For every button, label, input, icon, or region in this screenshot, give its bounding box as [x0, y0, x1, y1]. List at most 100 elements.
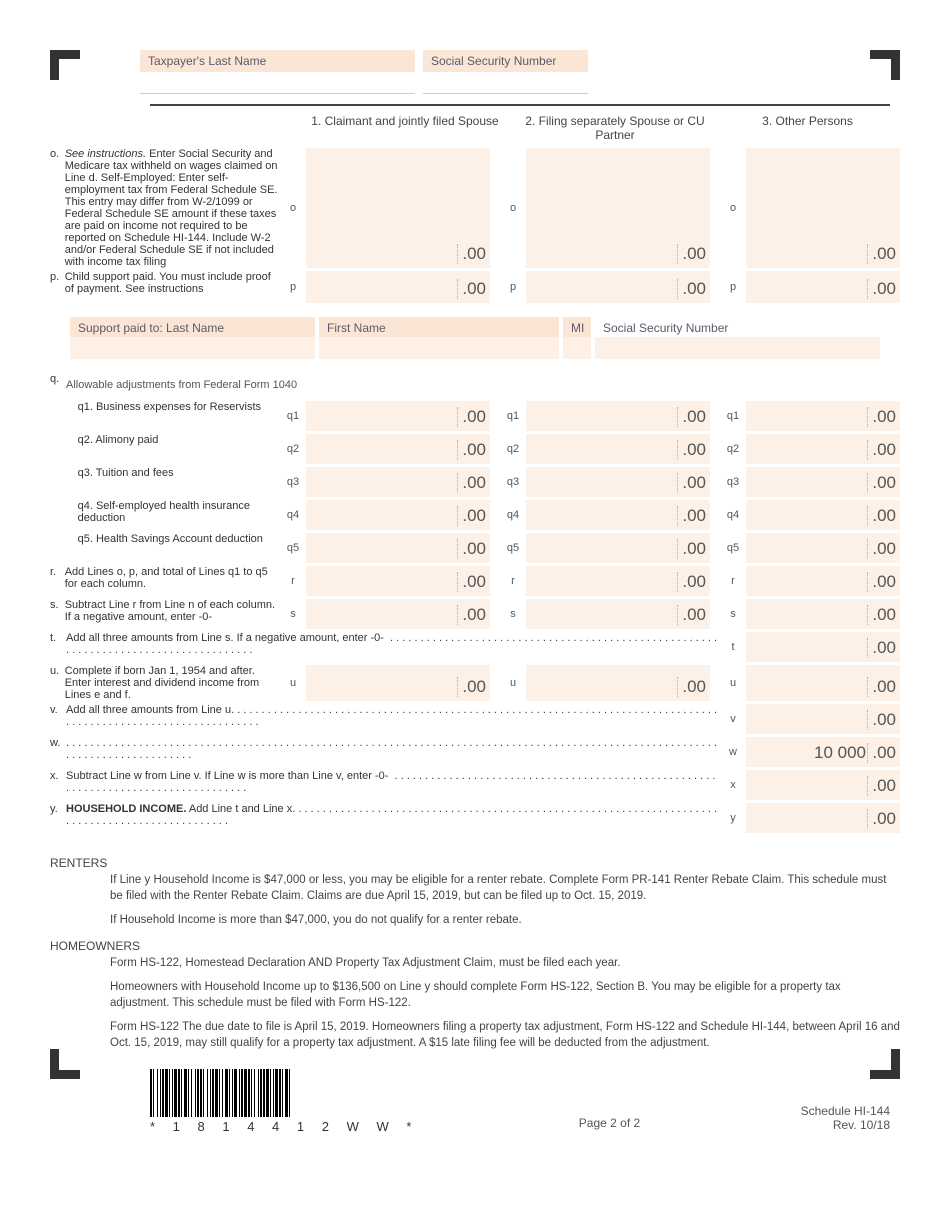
- support-last-label: Support paid to: Last Name: [70, 317, 315, 337]
- line-q4-c3-input[interactable]: .00: [746, 500, 900, 530]
- col1-header: 1. Claimant and jointly filed Spouse: [300, 114, 510, 142]
- renters-note-1: If Line y Household Income is $47,000 or…: [110, 872, 900, 904]
- line-x-input[interactable]: .00: [746, 770, 900, 800]
- line-q5-c2-tag: q5: [500, 533, 526, 563]
- line-o-c1-tag: o: [280, 148, 306, 268]
- line-y-tag: y: [720, 803, 746, 833]
- line-q2-c3-input[interactable]: .00: [746, 434, 900, 464]
- line-q5-c1-tag: q5: [280, 533, 306, 563]
- line-v-input[interactable]: .00: [746, 704, 900, 734]
- line-q5-c3-input[interactable]: .00: [746, 533, 900, 563]
- line-q3-c1-input[interactable]: .00: [306, 467, 490, 497]
- line-q3-c3-input[interactable]: .00: [746, 467, 900, 497]
- homeowners-note-1: Form HS-122, Homestead Declaration AND P…: [110, 955, 900, 971]
- line-o-c3-input[interactable]: .00: [746, 148, 900, 268]
- line-s-c3-tag: s: [720, 599, 746, 629]
- col2-header: 2. Filing separately Spouse or CU Partne…: [510, 114, 720, 142]
- page-number: Page 2 of 2: [418, 1116, 800, 1134]
- line-q1-c1-input[interactable]: .00: [306, 401, 490, 431]
- line-r-c3-input[interactable]: .00: [746, 566, 900, 596]
- line-u-c1-input[interactable]: .00: [306, 665, 490, 701]
- ssn-label: Social Security Number: [423, 50, 588, 72]
- support-ssn-input[interactable]: [595, 337, 880, 359]
- crop-mark-tl: [50, 50, 80, 80]
- barcode-text: * 1 8 1 4 4 1 2 W W *: [150, 1119, 418, 1134]
- line-x-tag: x: [720, 770, 746, 800]
- support-mi-input[interactable]: [563, 337, 591, 359]
- barcode: [150, 1069, 418, 1117]
- line-q2-c1-tag: q2: [280, 434, 306, 464]
- line-p-c1-input[interactable]: .00: [306, 271, 490, 303]
- line-q1-c1-tag: q1: [280, 401, 306, 431]
- line-p-c3-tag: p: [720, 271, 746, 303]
- line-t-tag: t: [720, 632, 746, 662]
- line-q5-c3-tag: q5: [720, 533, 746, 563]
- line-r-c2-tag: r: [500, 566, 526, 596]
- line-q4-c1-input[interactable]: .00: [306, 500, 490, 530]
- line-q1-c2-input[interactable]: .00: [526, 401, 710, 431]
- line-r-c1-tag: r: [280, 566, 306, 596]
- homeowners-note-2: Homeowners with Household Income up to $…: [110, 979, 900, 1011]
- line-w-input[interactable]: 10 000 .00: [746, 737, 900, 767]
- line-q3-c1-tag: q3: [280, 467, 306, 497]
- col3-header: 3. Other Persons: [720, 114, 895, 142]
- line-q2-c2-input[interactable]: .00: [526, 434, 710, 464]
- line-p-c3-input[interactable]: .00: [746, 271, 900, 303]
- line-q2-c2-tag: q2: [500, 434, 526, 464]
- line-w-tag: w: [720, 737, 746, 767]
- line-s-c1-input[interactable]: .00: [306, 599, 490, 629]
- line-r-c2-input[interactable]: .00: [526, 566, 710, 596]
- line-p-c2-input[interactable]: .00: [526, 271, 710, 303]
- line-q4-c2-input[interactable]: .00: [526, 500, 710, 530]
- support-ssn-label: Social Security Number: [595, 317, 880, 337]
- support-first-label: First Name: [319, 317, 559, 337]
- line-o-c1-input[interactable]: .00: [306, 148, 490, 268]
- line-s-c2-input[interactable]: .00: [526, 599, 710, 629]
- line-q1-c3-tag: q1: [720, 401, 746, 431]
- line-q5-c2-input[interactable]: .00: [526, 533, 710, 563]
- line-u-c3-tag: u: [720, 665, 746, 701]
- crop-mark-br: [870, 1049, 900, 1079]
- line-o-c2-tag: o: [500, 148, 526, 268]
- line-u-c2-tag: u: [500, 665, 526, 701]
- line-o-c2-input[interactable]: .00: [526, 148, 710, 268]
- line-t-input[interactable]: .00: [746, 632, 900, 662]
- line-p-c1-tag: p: [280, 271, 306, 303]
- line-o-c3-tag: o: [720, 148, 746, 268]
- line-q2-c1-input[interactable]: .00: [306, 434, 490, 464]
- ssn-input[interactable]: [423, 72, 588, 94]
- line-p-c2-tag: p: [500, 271, 526, 303]
- line-q3-c2-tag: q3: [500, 467, 526, 497]
- renters-header: RENTERS: [50, 855, 900, 872]
- line-q4-c1-tag: q4: [280, 500, 306, 530]
- revision: Rev. 10/18: [801, 1118, 890, 1132]
- line-q-title: Allowable adjustments from Federal Form …: [66, 379, 297, 391]
- header-rule: [150, 104, 890, 106]
- support-mi-label: MI: [563, 317, 591, 337]
- support-first-input[interactable]: [319, 337, 559, 359]
- line-s-c1-tag: s: [280, 599, 306, 629]
- line-y-input[interactable]: .00: [746, 803, 900, 833]
- line-u-c1-tag: u: [280, 665, 306, 701]
- renters-note-2: If Household Income is more than $47,000…: [110, 912, 900, 928]
- line-q1-c3-input[interactable]: .00: [746, 401, 900, 431]
- line-r-c3-tag: r: [720, 566, 746, 596]
- line-u-c3-input[interactable]: .00: [746, 665, 900, 701]
- line-q1-c2-tag: q1: [500, 401, 526, 431]
- line-q4-c2-tag: q4: [500, 500, 526, 530]
- line-q3-c3-tag: q3: [720, 467, 746, 497]
- line-q3-c2-input[interactable]: .00: [526, 467, 710, 497]
- line-q5-c1-input[interactable]: .00: [306, 533, 490, 563]
- line-u-c2-input[interactable]: .00: [526, 665, 710, 701]
- taxpayer-last-name-label: Taxpayer's Last Name: [140, 50, 415, 72]
- line-q4-c3-tag: q4: [720, 500, 746, 530]
- crop-mark-bl: [50, 1049, 80, 1079]
- homeowners-header: HOMEOWNERS: [50, 938, 900, 955]
- line-q-letter: q.: [50, 373, 66, 401]
- line-q2-c3-tag: q2: [720, 434, 746, 464]
- crop-mark-tr: [870, 50, 900, 80]
- support-last-input[interactable]: [70, 337, 315, 359]
- line-r-c1-input[interactable]: .00: [306, 566, 490, 596]
- line-s-c3-input[interactable]: .00: [746, 599, 900, 629]
- taxpayer-last-name-input[interactable]: [140, 72, 415, 94]
